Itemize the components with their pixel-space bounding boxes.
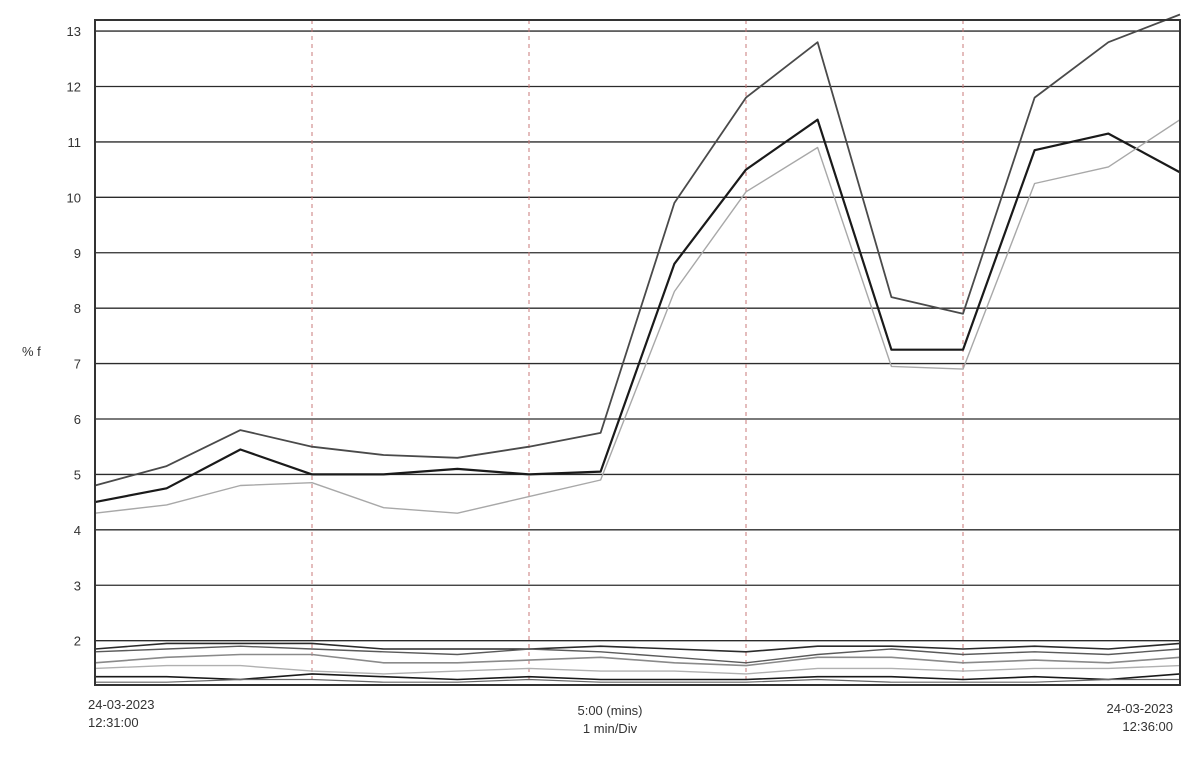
- x-start-label: 24-03-2023 12:31:00: [88, 696, 155, 732]
- y-tick-label: 6: [74, 412, 81, 427]
- y-tick-label: 10: [67, 190, 81, 205]
- y-tick-label: 4: [74, 523, 81, 538]
- y-tick-label: 8: [74, 301, 81, 316]
- y-tick-label: 5: [74, 467, 81, 482]
- y-tick-label: 13: [67, 24, 81, 39]
- x-division-label: 1 min/Div: [582, 721, 638, 736]
- series-line-9: [95, 678, 1180, 683]
- series-line-3: [94, 119, 1181, 514]
- y-tick-label: 12: [67, 80, 81, 95]
- x-end-time: 12:36:00: [1122, 719, 1173, 734]
- y-axis-label: % f: [22, 344, 41, 359]
- x-center-label: 5:00 (mins) 1 min/Div: [520, 702, 700, 738]
- y-tick-label: 3: [74, 578, 81, 593]
- series-line-6: [94, 653, 1181, 667]
- series-lines: [94, 13, 1181, 683]
- series-line-1: [94, 13, 1181, 487]
- x-span-label: 5:00 (mins): [577, 703, 643, 718]
- y-tick-label: 2: [74, 634, 81, 649]
- x-start-time: 12:31:00: [88, 715, 139, 730]
- series-line-7: [94, 664, 1181, 675]
- series-line-5: [94, 645, 1181, 664]
- x-end-date: 24-03-2023: [1106, 701, 1174, 716]
- series-line-4: [94, 642, 1181, 653]
- x-end-label: 24-03-2023 12:36:00: [1107, 700, 1174, 736]
- plot-frame: [94, 19, 1181, 686]
- x-start-date: 24-03-2023: [88, 697, 155, 712]
- y-tick-label: 9: [74, 246, 81, 261]
- y-tick-labels: 13 12 11 10 9 8 7 6 5 4 3 2: [67, 24, 81, 649]
- series-line-8: [95, 673, 1181, 681]
- series-line-2: [94, 118, 1181, 504]
- y-tick-label: 7: [74, 357, 81, 372]
- grid-lines: [95, 20, 1180, 685]
- y-tick-label: 11: [68, 135, 82, 150]
